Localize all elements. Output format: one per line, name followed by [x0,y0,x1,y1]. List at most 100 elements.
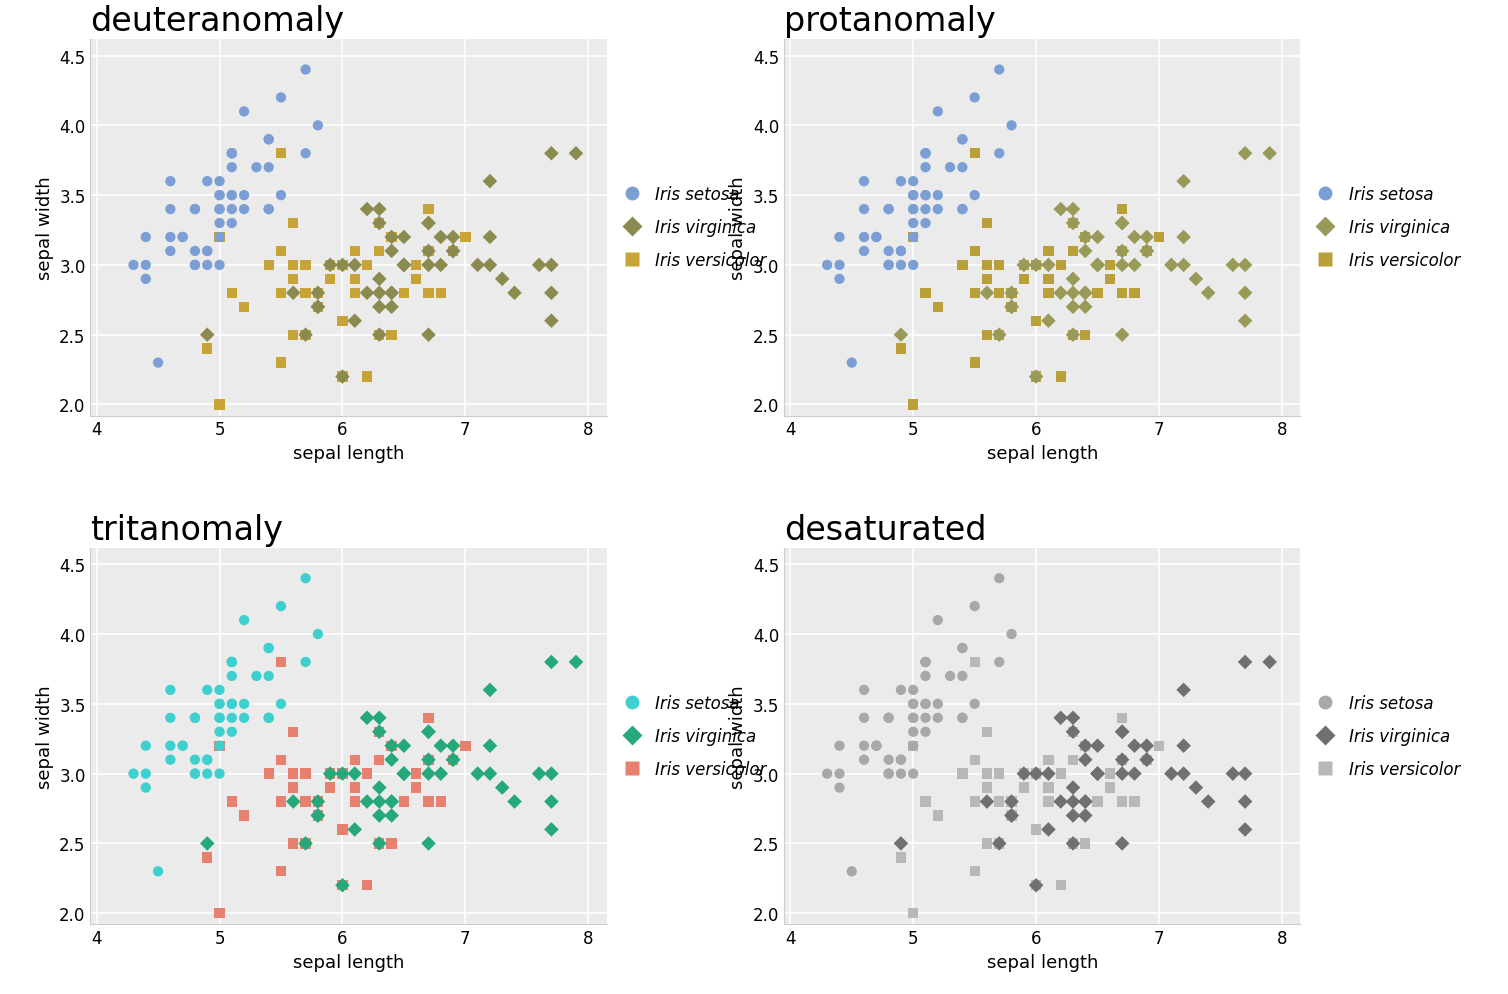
Iris setosa [902,696,926,712]
Iris virginica [416,216,440,232]
Iris virginica [1000,808,1024,824]
Iris versicolor [268,751,293,767]
Iris versicolor [330,822,354,838]
Iris virginica [416,724,440,740]
Iris setosa [950,668,974,684]
Iris versicolor [1048,878,1072,894]
Iris virginica [1134,751,1158,767]
Iris versicolor [342,271,366,287]
Iris virginica [380,244,404,259]
Iris setosa [876,202,900,218]
Iris setosa [902,257,926,273]
Iris virginica [428,738,452,753]
Iris virginica [380,794,404,810]
Iris versicolor [416,751,440,767]
Iris versicolor [1000,794,1024,810]
Iris virginica [1172,682,1196,698]
Iris versicolor [268,794,293,810]
Iris versicolor [280,766,305,782]
Iris setosa [208,724,232,740]
Iris versicolor [380,836,404,852]
Iris setosa [902,710,926,726]
Iris setosa [938,668,962,684]
Iris versicolor [330,257,354,273]
Iris versicolor [1000,808,1024,824]
Iris virginica [368,836,392,852]
Iris setosa [208,682,232,698]
Iris versicolor [232,808,256,824]
Iris setosa [852,202,876,218]
Iris virginica [1024,766,1048,782]
Iris versicolor [1062,724,1086,740]
Iris versicolor [1024,766,1048,782]
Text: tritanomaly: tritanomaly [90,514,284,547]
Iris setosa [220,668,244,684]
Iris virginica [416,257,440,273]
Iris virginica [1086,257,1110,273]
Iris setosa [208,696,232,712]
Iris versicolor [368,751,392,767]
Iris virginica [1086,766,1110,782]
Iris virginica [1086,766,1110,782]
Iris versicolor [926,299,950,315]
Iris setosa [852,682,876,698]
Iris versicolor [416,244,440,259]
Iris versicolor [962,751,986,767]
Text: protanomaly: protanomaly [784,5,995,39]
Iris virginica [368,808,392,824]
Iris virginica [368,724,392,740]
Iris virginica [1172,174,1196,190]
Iris versicolor [988,257,1012,273]
Iris virginica [1000,299,1024,315]
Iris virginica [1110,766,1134,782]
Iris versicolor [1048,257,1072,273]
Iris virginica [428,257,452,273]
Iris virginica [1086,257,1110,273]
Iris versicolor [342,285,366,301]
Iris virginica [888,836,912,852]
Iris setosa [294,654,318,670]
Iris setosa [208,696,232,712]
Iris versicolor [1074,327,1098,343]
Iris virginica [380,230,404,246]
Iris versicolor [988,285,1012,301]
Iris virginica [1074,794,1098,810]
Iris setosa [876,244,900,259]
Iris versicolor [962,654,986,670]
Iris virginica [1074,808,1098,824]
Iris versicolor [962,146,986,162]
Iris setosa [902,216,926,232]
Iris versicolor [1098,766,1122,782]
Iris versicolor [974,271,998,287]
Iris setosa [852,174,876,190]
Iris virginica [342,313,366,329]
Iris virginica [1074,285,1098,301]
Iris virginica [392,738,416,753]
Iris versicolor [1134,244,1158,259]
Iris virginica [1220,766,1244,782]
Iris setosa [195,174,219,190]
Iris setosa [195,766,219,782]
Iris virginica [540,146,564,162]
Iris virginica [306,794,330,810]
Iris versicolor [294,327,318,343]
Iris setosa [902,202,926,218]
Iris setosa [876,202,900,218]
Iris versicolor [268,355,293,371]
Y-axis label: sepal width: sepal width [36,685,54,788]
Iris versicolor [1024,313,1048,329]
Iris setosa [828,230,852,246]
Iris virginica [478,682,502,698]
Iris setosa [888,244,912,259]
Y-axis label: sepal width: sepal width [730,176,748,279]
Iris setosa [962,598,986,614]
Iris versicolor [208,230,232,246]
Iris versicolor [962,244,986,259]
Iris virginica [988,836,1012,852]
Iris virginica [1234,285,1258,301]
Iris setosa [208,202,232,218]
Iris virginica [564,654,588,670]
X-axis label: sepal length: sepal length [293,953,404,971]
Iris setosa [268,90,293,106]
Iris virginica [354,285,379,301]
